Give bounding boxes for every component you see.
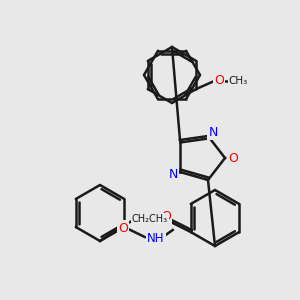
- Text: O: O: [118, 221, 128, 235]
- Text: O: O: [161, 211, 171, 224]
- Text: N: N: [168, 167, 178, 181]
- Text: CH₃: CH₃: [229, 76, 248, 86]
- Text: CH₂CH₃: CH₂CH₃: [132, 214, 168, 224]
- Text: O: O: [228, 152, 238, 164]
- Text: N: N: [208, 125, 218, 139]
- Text: NH: NH: [147, 232, 164, 245]
- Text: O: O: [214, 74, 224, 86]
